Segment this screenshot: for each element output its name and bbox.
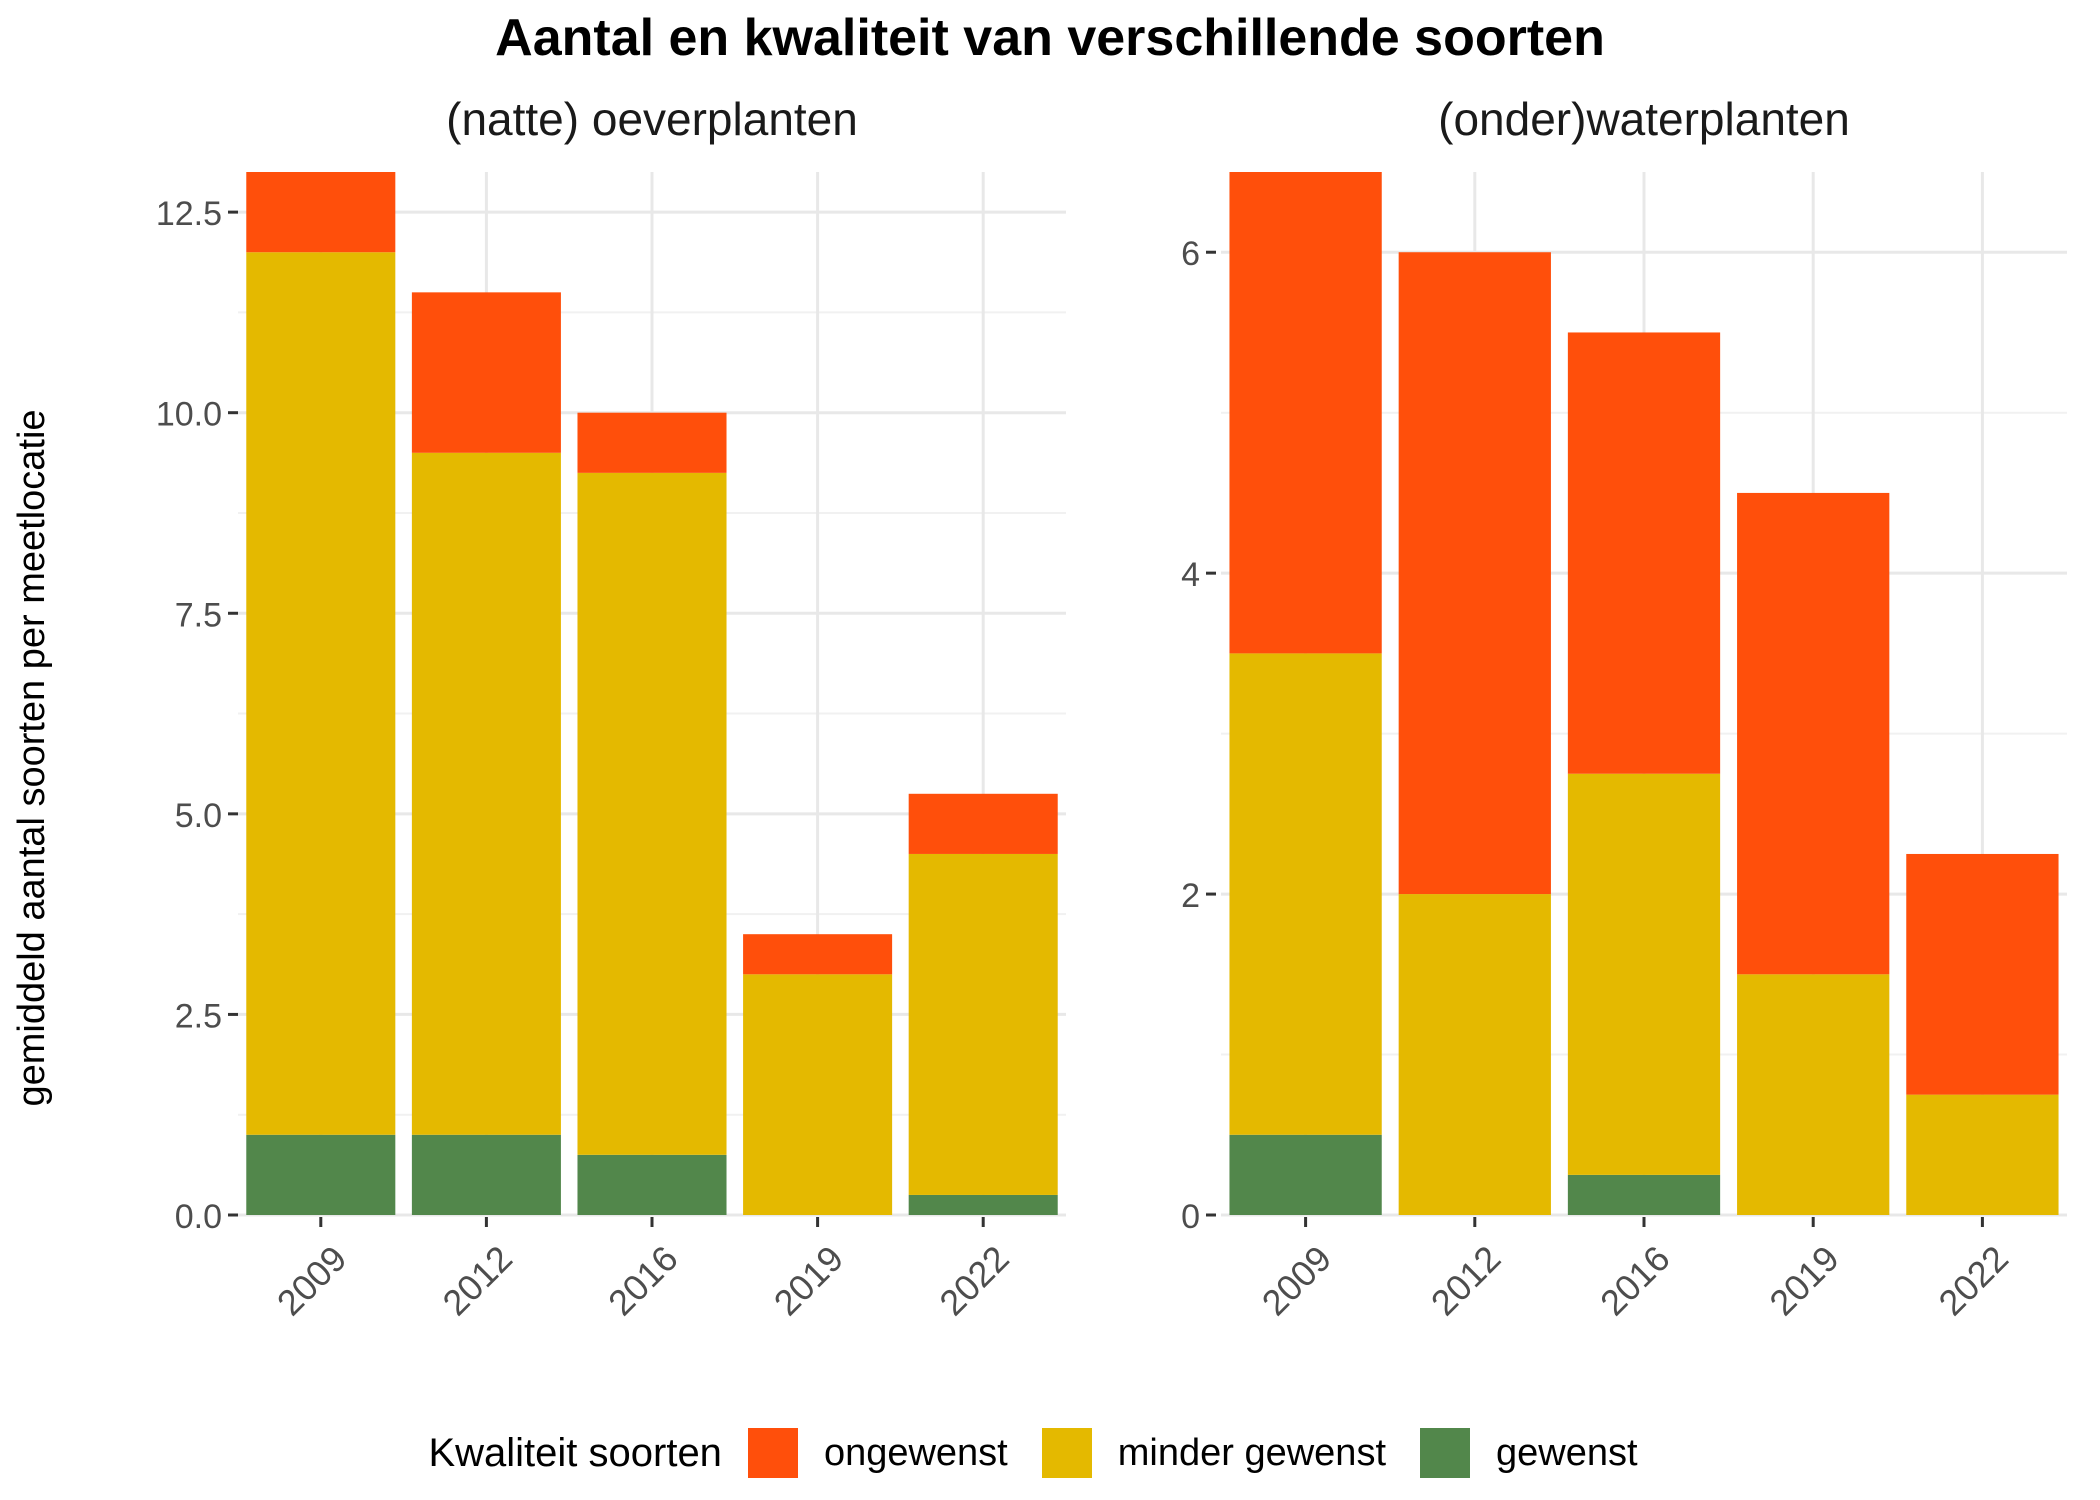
legend-swatch-ongewenst <box>747 1428 798 1478</box>
bar-2022-ongewenst <box>908 793 1058 854</box>
bar-2009-gewenst <box>1229 1134 1382 1215</box>
bar-2016-ongewenst <box>577 412 727 473</box>
x-tick-label-2009: 2009 <box>269 1238 355 1324</box>
bar-2019-ongewenst <box>1737 492 1890 975</box>
legend-swatch-gewenst <box>1420 1428 1470 1478</box>
legend-item-minder-gewenst: minder gewenst <box>1041 1428 1386 1478</box>
y-tick-label: 12.5 <box>156 195 222 233</box>
x-tick-label-2019: 2019 <box>766 1238 852 1324</box>
chart-title: Aantal en kwaliteit van verschillende so… <box>495 9 1605 67</box>
legend-item-ongewenst: ongewenst <box>747 1428 1008 1478</box>
panel-2: (onder)waterplanten 0 2 4 6 2009 2012 2016 2019 2… <box>1181 93 2067 1323</box>
y-tick-label: 2.5 <box>175 997 222 1035</box>
bar-2016-gewenst <box>1567 1174 1721 1215</box>
x-tick-label-2009: 2009 <box>1254 1238 1340 1324</box>
bar-2022-minder-gewenst <box>1906 1094 2059 1215</box>
bar-2016-ongewenst <box>1567 332 1721 774</box>
bar-2019-ongewenst <box>743 934 893 975</box>
panel-1: (natte) oeverplanten 0.0 2.5 5.0 7.5 10.0 12.5… <box>156 93 1066 1323</box>
x-tick-label-2022: 2022 <box>1930 1238 2016 1324</box>
bar-2016-gewenst <box>577 1154 727 1215</box>
legend-swatch-minder-gewenst <box>1041 1428 1092 1478</box>
bar-2012-minder-gewenst <box>411 452 561 1135</box>
bar-2016-minder-gewenst <box>577 472 727 1155</box>
legend-label-ongewenst: ongewenst <box>823 1431 1008 1474</box>
legend-label-gewenst: gewenst <box>1496 1431 1638 1474</box>
bar-2012-ongewenst <box>1398 252 1551 895</box>
y-tick-label: 4 <box>1181 556 1200 594</box>
bar-2009-ongewenst <box>246 172 396 253</box>
bar-2016-minder-gewenst <box>1567 773 1721 1175</box>
bar-2009-minder-gewenst <box>1229 653 1382 1135</box>
y-tick-label: 0.0 <box>175 1198 222 1236</box>
y-tick-label: 2 <box>1181 877 1200 915</box>
x-tick-label-2012: 2012 <box>434 1238 520 1324</box>
bar-2022-gewenst <box>908 1194 1058 1215</box>
bar-2022-minder-gewenst <box>908 853 1058 1195</box>
y-tick-label: 7.5 <box>175 596 222 634</box>
chart-canvas: gemiddeld aantal soorten per meetlocatie… <box>11 93 2067 1323</box>
y-tick-label: 10.0 <box>156 396 222 434</box>
x-tick-label-2016: 2016 <box>600 1238 686 1324</box>
bar-2009-minder-gewenst <box>246 252 396 1135</box>
y-axis-label: gemiddeld aantal soorten per meetlocatie <box>11 409 53 1106</box>
bar-2012-gewenst <box>411 1134 561 1215</box>
legend-title: Kwaliteit soorten <box>428 1430 722 1475</box>
y-tick-label: 0 <box>1181 1198 1200 1236</box>
legend-label-minder-gewenst: minder gewenst <box>1117 1431 1386 1474</box>
panel-subtitle-natte-oeverplanten: (natte) oeverplanten <box>446 93 858 145</box>
bar-2009-ongewenst <box>1229 172 1382 654</box>
x-tick-label-2012: 2012 <box>1423 1238 1509 1324</box>
bar-2012-minder-gewenst <box>1398 894 1551 1215</box>
x-tick-label-2016: 2016 <box>1592 1238 1678 1324</box>
bar-2022-ongewenst <box>1906 853 2059 1095</box>
x-tick-label-2022: 2022 <box>931 1238 1017 1324</box>
bar-2019-minder-gewenst <box>1737 974 1890 1215</box>
x-tick-label-2019: 2019 <box>1761 1238 1847 1324</box>
legend: Kwaliteit soorten ongewenst minder gewen… <box>0 1428 2100 1478</box>
panel-subtitle-onder-waterplanten: (onder)waterplanten <box>1438 93 1850 145</box>
y-tick-label: 5.0 <box>175 797 222 835</box>
bar-2019-minder-gewenst <box>743 974 893 1215</box>
bar-2009-gewenst <box>246 1134 396 1215</box>
legend-item-gewenst: gewenst <box>1420 1428 1638 1478</box>
y-tick-label: 6 <box>1181 235 1200 273</box>
bar-2012-ongewenst <box>411 292 561 453</box>
